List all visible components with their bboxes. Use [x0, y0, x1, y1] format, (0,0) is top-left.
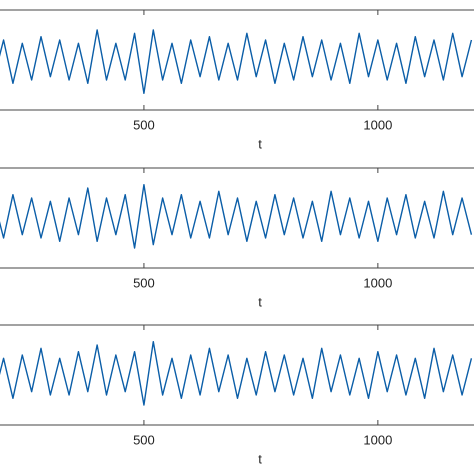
x-axis-label: t [258, 294, 262, 309]
x-axis-label: t [258, 451, 262, 466]
axes-box [0, 9, 474, 111]
x-tick-label: 500 [133, 275, 155, 290]
x-tick-label: 500 [133, 432, 155, 447]
signal-line [0, 340, 473, 406]
x-axis-label: t [258, 136, 262, 151]
axes-box [0, 167, 474, 269]
axes-box [0, 324, 474, 426]
x-tick-label: 1000 [363, 117, 392, 132]
signal-line [0, 29, 473, 95]
x-tick-label: 500 [133, 117, 155, 132]
x-tick-label: 1000 [363, 275, 392, 290]
signal-line [0, 183, 473, 249]
x-tick-label: 1000 [363, 432, 392, 447]
